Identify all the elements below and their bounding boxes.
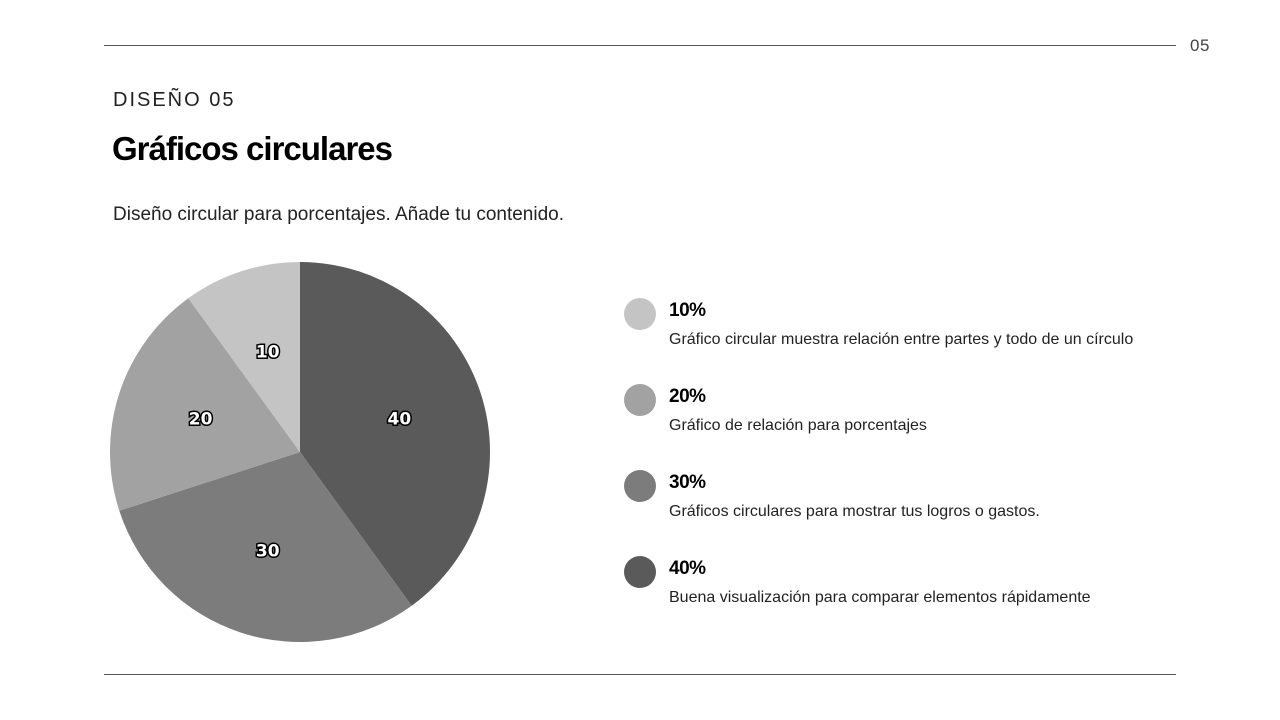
legend-description: Gráfico de relación para porcentajes (669, 417, 927, 434)
legend-percent: 10% (669, 300, 706, 321)
legend-swatch (624, 556, 656, 588)
page-subtitle: Diseño circular para porcentajes. Añade … (113, 204, 564, 225)
page-number: 05 (1190, 36, 1210, 55)
pie-slice-label: 10 (256, 343, 280, 363)
legend-percent: 40% (669, 558, 706, 579)
pie-slice-label: 20 (189, 410, 213, 430)
legend-description: Gráfico circular muestra relación entre … (669, 331, 1134, 348)
section-label: DISEÑO 05 (113, 89, 236, 111)
pie-slice (119, 452, 412, 642)
bottom-divider (104, 674, 1176, 675)
legend-swatch (624, 470, 656, 502)
legend-description: Buena visualización para comparar elemen… (669, 589, 1091, 606)
pie-slice (109, 298, 300, 511)
top-divider (104, 45, 1176, 46)
legend-item: 40% Buena visualización para comparar el… (624, 555, 1184, 641)
pie-chart: 40 30 20 10 (109, 262, 490, 642)
legend-swatch (624, 298, 656, 330)
page-title: Gráficos circulares (112, 130, 393, 167)
legend: 10% Gráfico circular muestra relación en… (624, 297, 1184, 641)
pie-slice-label: 40 (388, 410, 412, 430)
legend-swatch (624, 384, 656, 416)
legend-percent: 20% (669, 386, 706, 407)
legend-item: 20% Gráfico de relación para porcentajes (624, 383, 1184, 469)
legend-percent: 30% (669, 472, 706, 493)
pie-slice (188, 262, 300, 452)
pie-slice (300, 262, 490, 606)
legend-description: Gráficos circulares para mostrar tus log… (669, 503, 1040, 520)
legend-item: 30% Gráficos circulares para mostrar tus… (624, 469, 1184, 555)
pie-slice-label: 30 (256, 541, 280, 561)
legend-item: 10% Gráfico circular muestra relación en… (624, 297, 1184, 383)
